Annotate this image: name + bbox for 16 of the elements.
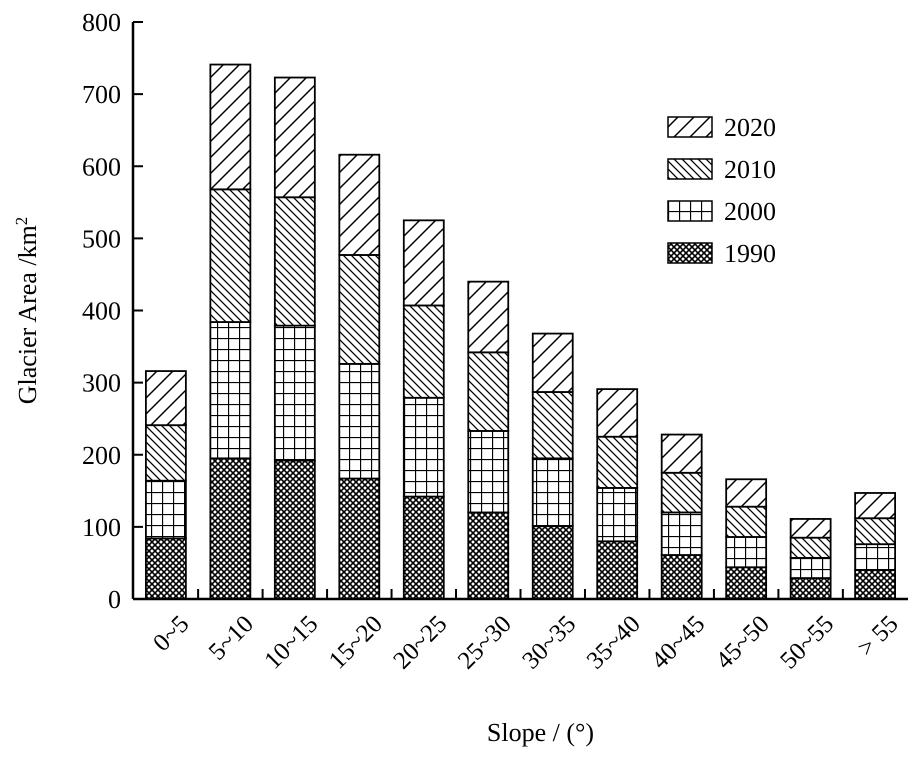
x-axis-title: Slope / (°) bbox=[486, 718, 594, 747]
y-tick-label: 700 bbox=[82, 80, 121, 110]
y-tick-label: 400 bbox=[82, 296, 121, 326]
legend-label: 2020 bbox=[724, 113, 776, 142]
y-tick-label: 100 bbox=[82, 512, 121, 542]
y-tick-label: 200 bbox=[82, 440, 121, 470]
x-tick-label: 0~5 bbox=[148, 610, 194, 657]
legend-label: 2000 bbox=[724, 197, 776, 226]
y-tick-label: 500 bbox=[82, 224, 121, 254]
y-tick-label: 300 bbox=[82, 368, 121, 398]
y-tick-label: 600 bbox=[82, 152, 121, 182]
x-tick-label: > 55 bbox=[852, 610, 904, 662]
legend-label: 1990 bbox=[724, 239, 776, 268]
y-tick-label: 800 bbox=[82, 8, 121, 38]
y-tick-label: 0 bbox=[108, 585, 121, 614]
legend-label: 2010 bbox=[724, 155, 776, 184]
